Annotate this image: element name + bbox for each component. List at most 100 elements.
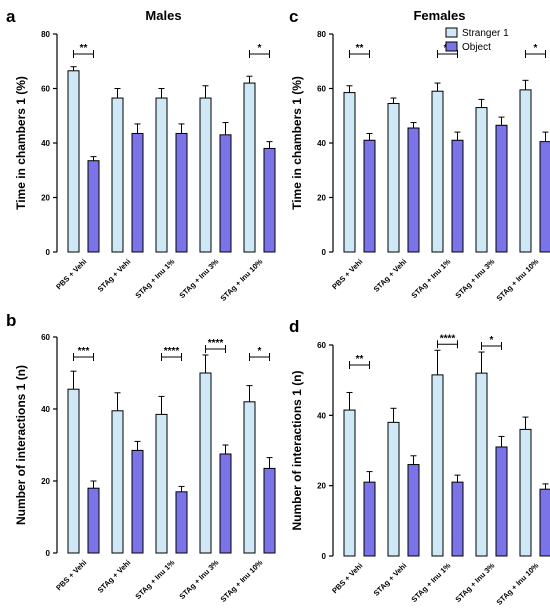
chart-panel-c: Females 0 20 40 60 80 Time in chambers 1 (%) PB… (290, 8, 550, 303)
bar-stranger (67, 70, 80, 253)
bar-stranger (387, 421, 400, 557)
y-tick-label: 20 (41, 477, 50, 486)
chart-panel-b: 0 20 40 60 Number of interactions 1 (n) PBS +… (14, 333, 276, 604)
y-tick-label: 40 (317, 139, 326, 148)
bar-object (363, 481, 376, 557)
bar-stranger (343, 409, 356, 557)
significance-label: **** (164, 346, 180, 357)
x-tick-label: PBS + Vehi (54, 257, 88, 291)
x-tick-label: STAg + Inu 10% (495, 561, 541, 607)
bar-stranger (67, 388, 80, 554)
legend-label: Stranger 1 (462, 28, 509, 39)
legend-swatch-stranger (445, 27, 458, 38)
bar-object (451, 139, 464, 253)
y-tick-label: 60 (317, 341, 326, 350)
bar-stranger (475, 107, 488, 253)
bar-stranger (155, 97, 168, 253)
significance-label: * (258, 346, 262, 357)
y-tick-label: 80 (41, 30, 50, 39)
y-tick-label: 0 (322, 552, 327, 561)
legend-label: Object (462, 42, 491, 53)
y-tick-label: 0 (46, 549, 51, 558)
x-tick-label: PBS + Vehi (330, 257, 364, 291)
x-tick-label: STAg + Inu 1% (133, 257, 176, 300)
bar-object (87, 487, 100, 554)
y-tick-label: 20 (317, 194, 326, 203)
bar-object (407, 127, 420, 253)
bar-object (495, 124, 508, 253)
y-axis-label: Number of interactions 1 (n) (14, 365, 28, 525)
panel-label-a: a (6, 7, 16, 26)
chart-panel-a: Males 0 20 40 60 80 Time in chambers 1 (%) PBS … (14, 8, 276, 303)
x-tick-label: STAg + Inu 3% (453, 561, 496, 604)
x-tick-label: STAg + Inu 3% (453, 257, 496, 300)
x-tick-label: STAg + Inu 3% (177, 257, 220, 300)
chart-title: Males (145, 8, 181, 23)
y-axis-label: Number of interactions 1 (n) (290, 370, 304, 530)
y-tick-label: 40 (41, 405, 50, 414)
x-tick-label: STAg + Inu 1% (409, 257, 452, 300)
panel-label-b: b (6, 311, 16, 330)
bar-object (131, 132, 144, 253)
bar-object (175, 132, 188, 253)
x-tick-label: STAg + Inu 1% (133, 558, 176, 601)
legend-swatch-object (445, 41, 458, 52)
x-tick-label: STAg + Inu 10% (219, 257, 265, 303)
significance-label: **** (208, 338, 224, 349)
panel-label-c: c (289, 7, 298, 26)
bar-stranger (199, 97, 212, 253)
y-tick-label: 20 (317, 482, 326, 491)
significance-label: ** (356, 43, 364, 54)
bar-object (219, 134, 232, 253)
significance-label: * (258, 43, 262, 54)
x-tick-label: STAg + Vehi (96, 558, 133, 595)
bar-object (363, 139, 376, 253)
bar-stranger (431, 90, 444, 253)
bar-stranger (519, 428, 532, 557)
bar-stranger (155, 413, 168, 554)
bar-object (495, 446, 508, 557)
y-axis-label: Time in chambers 1 (%) (14, 76, 28, 210)
significance-label: **** (440, 333, 456, 344)
significance-label: ** (80, 43, 88, 54)
bar-stranger (111, 410, 124, 554)
bar-stranger (243, 82, 256, 253)
bar-stranger (343, 92, 356, 253)
chart-title: Females (413, 8, 465, 23)
y-tick-label: 40 (317, 411, 326, 420)
chart-panel-d: 0 20 40 60 Number of interactions 1 (n) PBS +… (290, 333, 550, 607)
bar-object (407, 464, 420, 557)
y-tick-label: 60 (317, 85, 326, 94)
x-tick-label: PBS + Vehi (54, 558, 88, 592)
significance-label: *** (78, 346, 90, 357)
bar-object (263, 467, 276, 554)
y-tick-label: 20 (41, 194, 50, 203)
bar-object (539, 488, 550, 557)
bar-object (263, 147, 276, 253)
x-tick-label: STAg + Inu 3% (177, 558, 220, 601)
bar-stranger (475, 372, 488, 557)
y-tick-label: 0 (322, 248, 327, 257)
bar-object (451, 481, 464, 557)
y-tick-label: 60 (41, 333, 50, 342)
bar-object (539, 141, 550, 253)
bar-stranger (111, 97, 124, 253)
x-tick-label: STAg + Inu 10% (219, 558, 265, 604)
significance-label: * (490, 335, 494, 346)
bar-object (87, 160, 100, 253)
x-tick-label: STAg + Inu 1% (409, 561, 452, 604)
y-tick-label: 0 (46, 248, 51, 257)
bar-stranger (387, 102, 400, 253)
y-tick-label: 60 (41, 85, 50, 94)
x-tick-label: STAg + Vehi (96, 257, 133, 294)
x-tick-label: STAg + Vehi (372, 257, 409, 294)
x-tick-label: STAg + Vehi (372, 561, 409, 598)
panel-label-d: d (289, 317, 299, 336)
bar-stranger (243, 401, 256, 554)
significance-label: * (534, 43, 538, 54)
bar-object (219, 453, 232, 554)
y-tick-label: 80 (317, 30, 326, 39)
bar-object (175, 491, 188, 554)
x-tick-label: STAg + Inu 10% (495, 257, 541, 303)
